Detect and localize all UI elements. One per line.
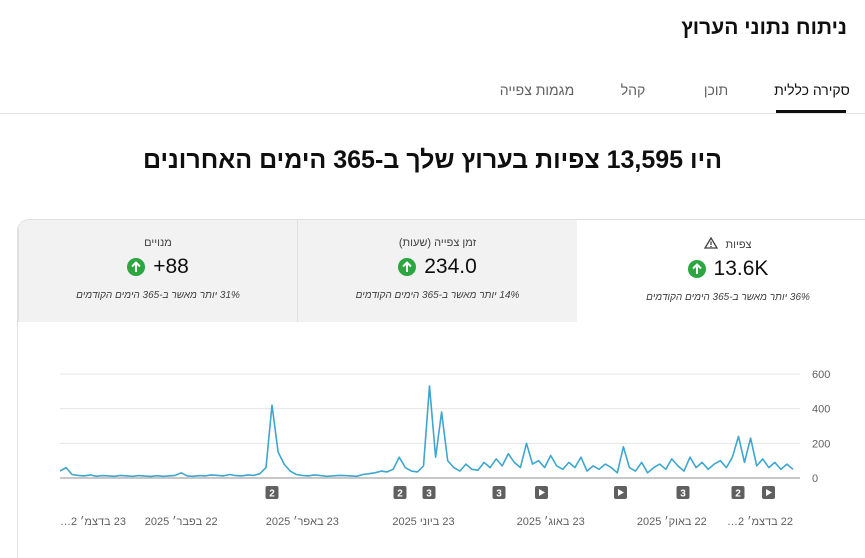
x-tick-label: 22 באוק׳ 2025 [636,516,707,528]
metric-tab[interactable]: זמן צפייה (שעות) 234.0 14% יותר מאשר ב-3… [297,220,577,322]
metric-label: זמן צפייה (שעות) [398,237,477,249]
annotation-count: 2 [735,489,741,500]
metric-value: +88 [153,255,189,278]
tab[interactable]: סקירה כללית [774,82,850,98]
annotation-marker[interactable]: 3 [676,486,690,500]
page-title: ניתוח נתוני הערוץ [681,16,847,39]
annotation-box [676,486,690,499]
y-tick-label: 200 [812,438,830,450]
series-line [59,385,794,478]
y-tick-label: 0 [812,473,818,485]
divider [0,113,865,114]
metrics-card: צפיות 13.6K 36% יותר מאשר ב-365 הימים הק… [17,219,865,558]
metric-value-row: +88 [19,255,297,279]
annotation-box [731,486,745,499]
x-tick-label: 23 באפר׳ 2025 [265,516,339,528]
y-tick-label: 400 [812,404,830,416]
metric-value-row: 13.6K [577,257,865,281]
metric-change: 31% יותר מאשר ב-365 הימים הקודמים [76,290,240,301]
x-tick-label: 23 ביוני 2025 [392,516,455,528]
play-marker[interactable] [614,486,627,499]
annotation-count: 3 [680,489,686,500]
annotation-count: 3 [496,489,502,500]
annotation-marker[interactable]: 3 [422,486,436,500]
tab[interactable]: תוכן [703,82,729,98]
metric-label: צפיות [577,236,865,251]
metric-tab[interactable]: מנויים +88 31% יותר מאשר ב-365 הימים הקו… [18,220,297,322]
annotation-box [422,486,436,499]
metric-tab[interactable]: צפיות 13.6K 36% יותר מאשר ב-365 הימים הק… [576,220,865,322]
annotation-marker[interactable]: 2 [393,486,407,500]
annotation-count: 2 [397,489,403,500]
warning-icon [704,236,719,249]
metric-change: 14% יותר מאשר ב-365 הימים הקודמים [355,290,520,301]
metric-change: 36% יותר מאשר ב-365 הימים הקודמים [646,292,810,303]
up-icon [398,258,417,276]
annotation-box [265,486,279,499]
metric-label: מנויים [144,237,172,249]
tab[interactable]: מגמות צפייה [499,82,575,98]
annotation-count: 3 [426,489,432,500]
annotation-marker[interactable]: 2 [731,486,745,500]
annotation-box [393,486,407,499]
play-marker[interactable] [535,486,548,499]
up-icon [687,260,706,278]
annotation-marker[interactable]: 3 [492,486,506,500]
headline: היו 13,595 צפיות בערוץ שלך ב-365 הימים ה… [142,146,723,174]
x-tick-label: 23 בדצמ׳ 2… [60,516,126,528]
metric-value: 234.0 [424,255,477,278]
annotation-marker[interactable]: 2 [265,486,279,500]
play-marker[interactable] [762,486,775,499]
x-tick-label: 22 בדצמ׳ 2… [727,516,793,528]
active-tab-indicator [776,110,846,113]
tab[interactable]: קהל [620,82,646,98]
metric-label-text: צפיות [725,239,752,251]
annotation-box [492,486,506,499]
y-tick-label: 600 [812,369,830,381]
annotation-count: 2 [269,489,275,500]
up-icon [127,258,146,276]
x-tick-label: 23 באוג׳ 2025 [516,516,585,528]
metric-value-row: 234.0 [298,255,577,279]
metric-value: 13.6K [713,257,769,280]
x-tick-label: 22 בפבר׳ 2025 [144,516,218,528]
